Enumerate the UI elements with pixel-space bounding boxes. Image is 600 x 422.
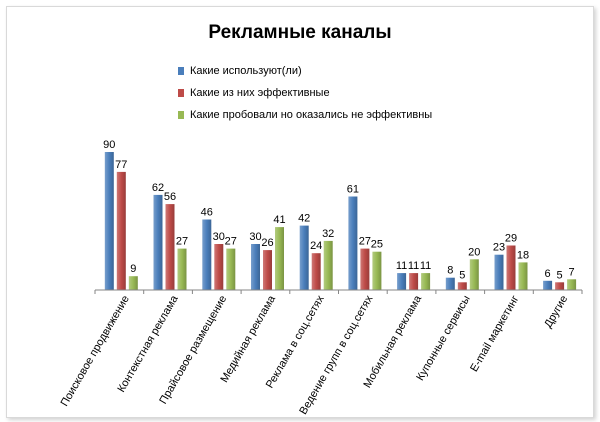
value-label: 8 bbox=[447, 265, 453, 277]
value-label: 26 bbox=[261, 237, 273, 249]
value-label: 27 bbox=[176, 236, 188, 248]
category-label: Купонные сервисы bbox=[414, 293, 473, 383]
bar-1-1 bbox=[104, 152, 114, 290]
bar-2-3 bbox=[214, 244, 224, 290]
bar-1-2 bbox=[153, 194, 163, 290]
category-label: E-mail маркетинг bbox=[468, 294, 521, 374]
value-label: 42 bbox=[298, 213, 310, 225]
value-label: 46 bbox=[201, 207, 213, 219]
bar-1-10 bbox=[543, 280, 553, 290]
value-label: 11 bbox=[420, 260, 431, 272]
bar-3-8 bbox=[469, 259, 479, 290]
bar-group bbox=[104, 152, 577, 290]
value-label: 20 bbox=[468, 246, 480, 258]
value-label: 9 bbox=[130, 263, 136, 275]
bar-2-2 bbox=[165, 204, 175, 290]
value-label: 27 bbox=[359, 236, 371, 248]
bar-3-6 bbox=[372, 251, 382, 290]
value-label: 11 bbox=[408, 260, 419, 272]
value-label: 30 bbox=[213, 231, 225, 243]
value-label: 30 bbox=[249, 231, 261, 243]
chart-frame bbox=[6, 6, 594, 418]
legend-swatch-effective bbox=[178, 89, 184, 97]
value-label: 7 bbox=[569, 266, 575, 278]
value-label: 5 bbox=[459, 269, 465, 281]
bar-2-9 bbox=[506, 245, 516, 290]
bar-2-4 bbox=[263, 250, 272, 290]
value-label: 5 bbox=[557, 269, 563, 281]
bar-2-1 bbox=[116, 171, 126, 290]
bar-3-1 bbox=[128, 276, 138, 290]
legend-swatch-used bbox=[178, 67, 184, 75]
bar-3-10 bbox=[567, 279, 577, 290]
bar-1-4 bbox=[251, 244, 260, 290]
bar-1-9 bbox=[494, 254, 504, 290]
value-label: 23 bbox=[493, 242, 505, 254]
value-label: 61 bbox=[347, 184, 359, 196]
bar-1-3 bbox=[202, 219, 212, 290]
bar-2-7 bbox=[409, 273, 419, 290]
bar-1-5 bbox=[299, 225, 309, 290]
bar-2-10 bbox=[555, 282, 565, 290]
bar-3-7 bbox=[421, 273, 431, 290]
value-label: 27 bbox=[225, 236, 237, 248]
category-label: Другие bbox=[542, 294, 570, 331]
value-label: 18 bbox=[517, 249, 529, 261]
value-label: 11 bbox=[396, 260, 407, 272]
bar-2-6 bbox=[360, 248, 370, 290]
bar-3-5 bbox=[323, 240, 333, 290]
value-label: 6 bbox=[545, 268, 551, 280]
value-label: 32 bbox=[322, 228, 334, 240]
value-label: 62 bbox=[152, 182, 164, 194]
bar-3-9 bbox=[518, 262, 528, 290]
value-label: 90 bbox=[103, 139, 115, 151]
chart-title: Рекламные каналы bbox=[208, 22, 392, 43]
bar-2-8 bbox=[457, 282, 467, 290]
value-label: 77 bbox=[115, 159, 127, 171]
value-label: 24 bbox=[310, 240, 322, 252]
category-label: Медийная реклама bbox=[218, 293, 278, 385]
x-axis-ticks bbox=[94, 290, 583, 294]
bar-1-7 bbox=[397, 273, 407, 290]
legend-label-effective: Какие из них эффективные bbox=[190, 87, 330, 99]
legend-swatch-not-effective bbox=[178, 111, 184, 119]
value-label: 41 bbox=[273, 214, 285, 226]
value-label: 56 bbox=[164, 191, 176, 203]
bar-1-6 bbox=[348, 196, 358, 290]
bar-3-4 bbox=[275, 227, 284, 290]
legend-label-not-effective: Какие пробовали но оказались не эффектив… bbox=[190, 109, 433, 121]
bar-2-5 bbox=[311, 253, 321, 290]
value-label: 29 bbox=[505, 233, 517, 245]
value-label: 25 bbox=[371, 239, 383, 251]
bar-1-8 bbox=[445, 277, 455, 290]
legend-label-used: Какие используют(ли) bbox=[190, 65, 302, 77]
bar-3-3 bbox=[226, 248, 236, 290]
bar-3-2 bbox=[177, 248, 187, 290]
